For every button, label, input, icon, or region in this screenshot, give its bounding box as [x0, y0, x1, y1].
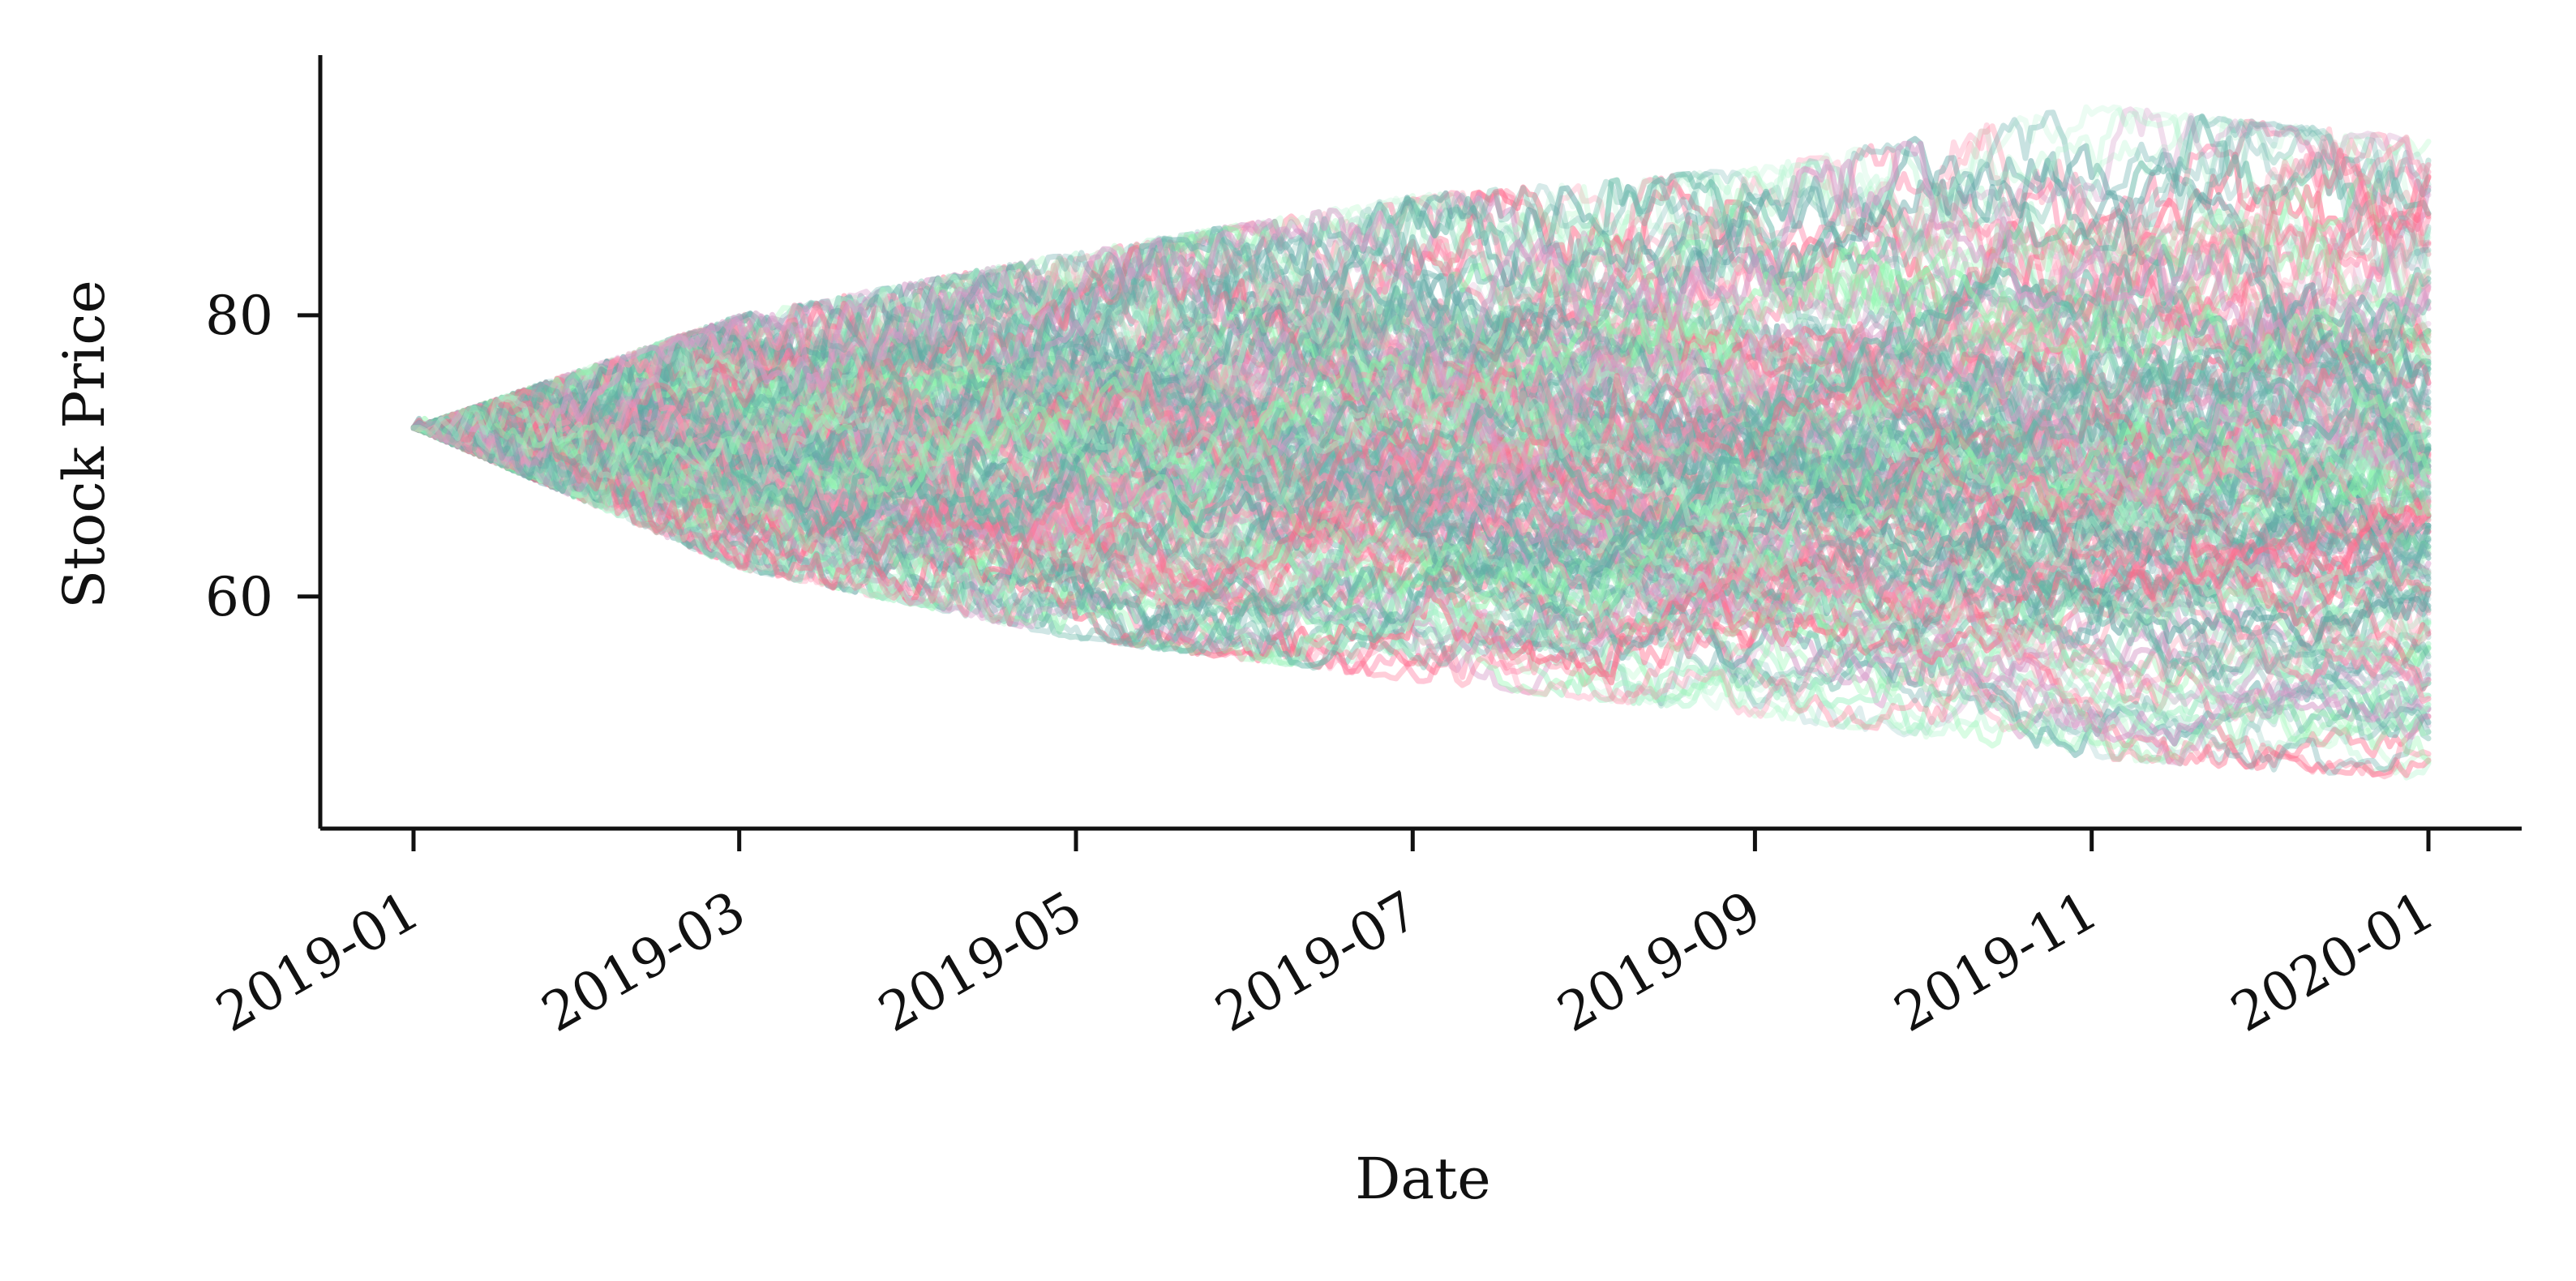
simulation-series-line: [410, 140, 2432, 474]
simulation-series-line: [410, 106, 2432, 465]
simulation-series-line: [410, 296, 2432, 707]
simulation-series-line: [410, 285, 2432, 601]
simulation-series-line: [410, 385, 2432, 691]
simulation-series-line: [410, 324, 2432, 606]
simulation-series-line: [410, 358, 2432, 709]
simulation-series-line: [410, 173, 2432, 478]
simulation-series-line: [410, 352, 2432, 571]
simulation-series-line: [410, 247, 2432, 741]
simulation-series-line: [410, 114, 2432, 444]
simulation-series-line: [410, 256, 2432, 520]
y-tick-label: 60: [205, 566, 273, 628]
simulation-series-line: [410, 383, 2432, 651]
simulation-series-line: [410, 137, 2432, 447]
simulation-series-line: [410, 420, 2432, 733]
simulation-series-line: [410, 227, 2432, 522]
simulation-series-line: [410, 238, 2432, 598]
simulation-series-line: [410, 392, 2432, 606]
simulation-series-line: [410, 375, 2432, 617]
x-tick-label: 2020-01: [2221, 879, 2445, 1044]
simulation-series-line: [410, 123, 2432, 491]
axes-layer: [298, 55, 2522, 851]
simulation-series-line: [410, 413, 2432, 645]
simulation-series-line: [410, 337, 2432, 593]
simulation-series-line: [410, 284, 2432, 677]
simulation-series-line: [410, 208, 2432, 510]
x-tick-label: 2019-11: [1884, 879, 2108, 1044]
simulation-series-line: [410, 292, 2432, 619]
simulation-series-line: [410, 196, 2432, 465]
simulation-series-line: [410, 242, 2432, 508]
simulation-series-line: [410, 363, 2432, 601]
simulation-series-line: [410, 107, 2432, 494]
simulation-series-line: [410, 118, 2432, 477]
simulation-series-line: [410, 244, 2432, 525]
y-tick-label: 80: [205, 285, 273, 347]
simulation-series-line: [410, 398, 2432, 614]
x-tick-label: 2019-05: [868, 879, 1092, 1044]
simulation-series-line: [410, 224, 2432, 478]
simulation-series-line: [410, 246, 2432, 480]
x-tick-label: 2019-07: [1205, 879, 1429, 1044]
simulation-series-line: [410, 118, 2432, 483]
simulation-series-line: [410, 397, 2432, 635]
y-axis-title: Stock Price: [51, 280, 118, 609]
simulation-series-line: [410, 135, 2432, 483]
simulation-series-line: [410, 263, 2432, 771]
simulation-series-line: [410, 306, 2432, 765]
simulation-series-line: [410, 356, 2432, 705]
simulation-series-line: [410, 353, 2432, 653]
simulation-series-line: [410, 240, 2432, 519]
simulation-series-line: [410, 345, 2432, 719]
series-layer: [410, 104, 2432, 781]
simulation-series-line: [410, 285, 2432, 574]
simulation-series-line: [410, 422, 2432, 650]
simulation-series-line: [410, 358, 2432, 599]
simulation-series-line: [410, 131, 2432, 648]
simulation-series-line: [410, 351, 2432, 598]
x-tick-label: 2019-09: [1547, 879, 1771, 1044]
simulation-series-line: [410, 165, 2432, 466]
simulation-series-line: [410, 238, 2432, 566]
simulation-series-line: [410, 339, 2432, 551]
simulation-series-line: [410, 112, 2432, 473]
simulation-series-line: [410, 320, 2432, 563]
simulation-series-line: [410, 417, 2432, 688]
x-axis-title: Date: [1355, 1146, 1490, 1212]
simulation-series-line: [410, 207, 2432, 456]
simulation-series-line: [410, 254, 2432, 563]
simulation-series-line: [410, 412, 2432, 678]
simulation-series-line: [410, 226, 2432, 578]
simulation-series-line: [410, 267, 2432, 669]
x-tick-label: 2019-01: [206, 879, 430, 1044]
simulation-series-line: [410, 279, 2432, 679]
simulation-series-line: [410, 208, 2432, 538]
simulation-series-line: [410, 134, 2432, 554]
simulation-series-line: [410, 401, 2432, 707]
simulation-series-line: [410, 300, 2432, 692]
x-tick-label: 2019-03: [532, 879, 756, 1044]
simulation-series-line: [410, 135, 2432, 491]
